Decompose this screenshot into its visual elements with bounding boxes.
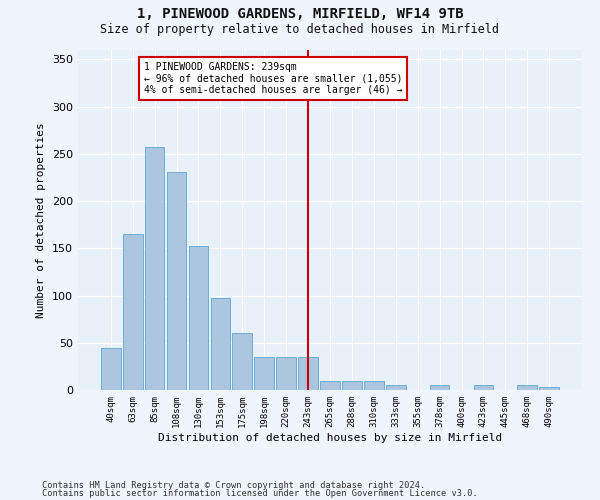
Bar (123, 234, 143, 390)
Bar (430, 386, 449, 390)
X-axis label: Distribution of detached houses by size in Mirfield: Distribution of detached houses by size … (158, 432, 502, 442)
Bar (167, 172, 187, 390)
Bar (298, 357, 318, 390)
Text: 1, PINEWOOD GARDENS, MIRFIELD, WF14 9TB: 1, PINEWOOD GARDENS, MIRFIELD, WF14 9TB (137, 8, 463, 22)
Bar (211, 298, 230, 390)
Text: 1 PINEWOOD GARDENS: 239sqm
← 96% of detached houses are smaller (1,055)
4% of se: 1 PINEWOOD GARDENS: 239sqm ← 96% of deta… (143, 62, 402, 96)
Bar (232, 334, 252, 390)
Text: Contains public sector information licensed under the Open Government Licence v3: Contains public sector information licen… (42, 489, 478, 498)
Bar (145, 148, 164, 390)
Y-axis label: Number of detached properties: Number of detached properties (37, 122, 46, 318)
Bar (101, 348, 121, 390)
Text: Contains HM Land Registry data © Crown copyright and database right 2024.: Contains HM Land Registry data © Crown c… (42, 480, 425, 490)
Bar (188, 246, 208, 390)
Bar (276, 357, 296, 390)
Bar (254, 357, 274, 390)
Bar (320, 380, 340, 390)
Bar (539, 387, 559, 390)
Bar (342, 380, 362, 390)
Text: Size of property relative to detached houses in Mirfield: Size of property relative to detached ho… (101, 22, 499, 36)
Bar (517, 386, 537, 390)
Bar (364, 380, 384, 390)
Bar (386, 386, 406, 390)
Bar (473, 386, 493, 390)
